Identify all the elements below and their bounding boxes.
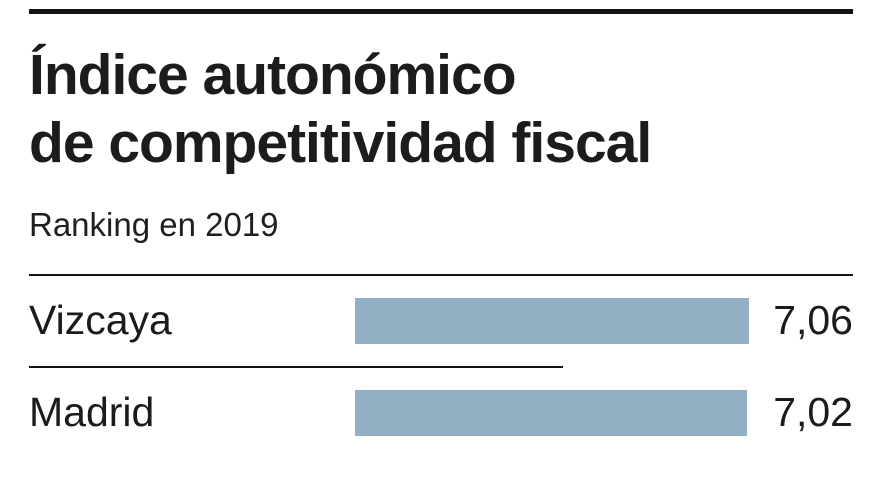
chart-subtitle: Ranking en 2019 — [29, 205, 279, 243]
chart-title-line2: de competitividad fiscal — [29, 111, 652, 176]
bar-row-vizcaya: Vizcaya 7,06 — [29, 276, 853, 366]
chart-title: Índice autonómico de competitividad fisc… — [29, 41, 853, 178]
row-divider — [29, 365, 563, 368]
bar — [355, 297, 749, 344]
header-divider — [29, 273, 853, 276]
bar-label: Madrid — [29, 389, 155, 436]
bar-value: 7,06 — [773, 297, 853, 344]
infographic: Índice autonómico de competitividad fisc… — [0, 9, 880, 458]
top-rule — [29, 9, 853, 14]
chart-title-line1: Índice autonómico — [29, 43, 517, 107]
bar-value: 7,02 — [773, 389, 853, 436]
bar-label: Vizcaya — [29, 297, 172, 344]
bar — [355, 389, 747, 436]
bar-row-madrid: Madrid 7,02 — [29, 368, 853, 458]
bar-track — [355, 297, 749, 344]
bar-track — [355, 389, 749, 436]
